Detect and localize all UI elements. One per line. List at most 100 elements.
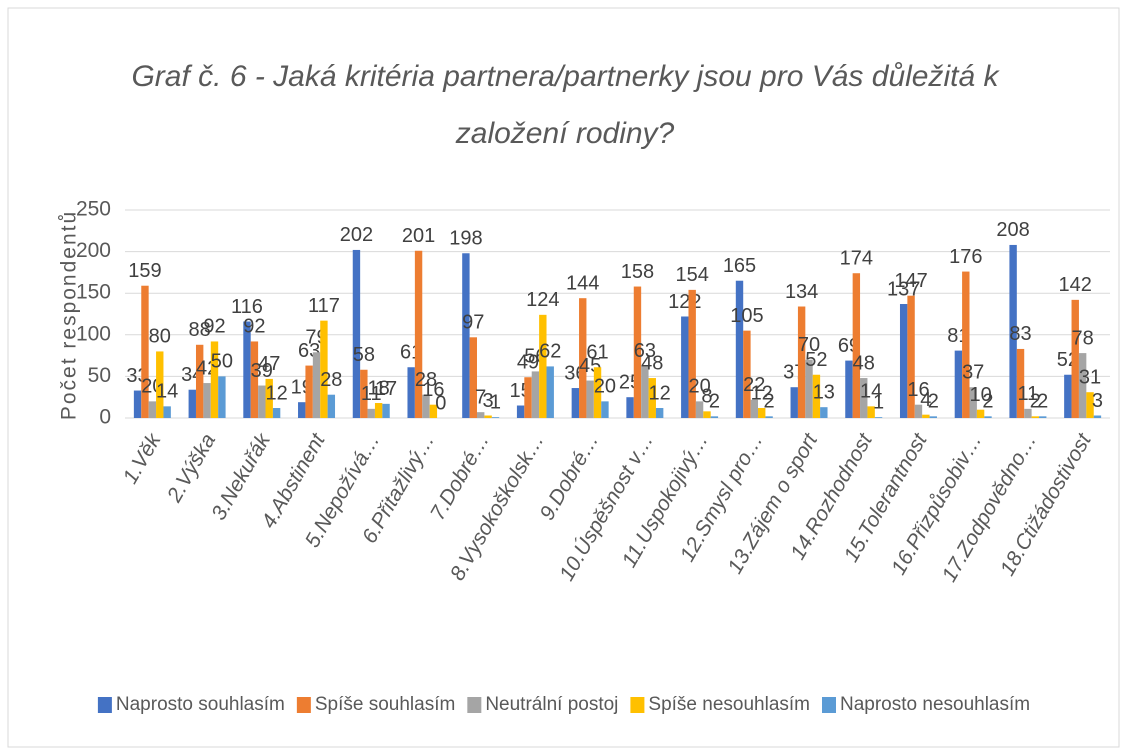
bar [633, 286, 642, 418]
bar [258, 385, 266, 418]
bar [593, 367, 602, 418]
bar [320, 320, 328, 418]
data-label: 2 [982, 391, 993, 413]
data-label: 78 [1072, 327, 1094, 349]
data-label: 2 [1030, 391, 1041, 413]
bar [382, 403, 390, 418]
data-label: 7 [475, 386, 486, 408]
legend-swatch [630, 697, 645, 713]
legend-label: Naprosto souhlasím [116, 694, 285, 715]
bar [601, 401, 609, 418]
data-label: 37 [962, 361, 984, 383]
data-label: 80 [149, 326, 171, 348]
bar [758, 408, 766, 418]
bar [516, 405, 525, 418]
legend-swatch [822, 697, 836, 713]
data-label: 147 [894, 270, 927, 292]
bar [750, 399, 759, 418]
bar [1024, 408, 1032, 418]
chart-frame [7, 7, 1120, 748]
data-label: 4 [920, 389, 931, 411]
bar [1031, 416, 1040, 418]
bar [1016, 348, 1025, 418]
data-label: 3 [1092, 390, 1103, 412]
data-label: 16 [422, 379, 444, 401]
data-label: 14 [156, 381, 178, 403]
bar [914, 404, 923, 418]
data-label: 208 [996, 219, 1029, 241]
data-label: 28 [415, 369, 437, 391]
bar [491, 417, 500, 418]
data-label: 14 [860, 381, 882, 403]
data-label: 48 [853, 352, 875, 374]
bar [305, 365, 313, 418]
bar [312, 352, 321, 418]
data-label: 201 [402, 225, 435, 247]
data-label: 137 [887, 278, 920, 300]
bar [352, 249, 361, 418]
bar [1093, 415, 1102, 418]
bar [695, 401, 704, 418]
bar [735, 280, 744, 418]
bar [641, 365, 649, 418]
bar [188, 389, 196, 418]
data-label: 12 [265, 382, 287, 404]
bar [462, 253, 470, 418]
data-label: 2 [1037, 391, 1048, 413]
data-label: 39 [251, 360, 273, 382]
bar [790, 387, 798, 418]
bar [133, 390, 142, 418]
bar [899, 304, 908, 418]
bar [148, 401, 157, 418]
data-label: 11 [361, 383, 382, 405]
bar [243, 321, 251, 418]
bar [265, 378, 273, 418]
data-label: 50 [211, 351, 233, 373]
legend-swatch [97, 697, 112, 713]
data-label: 47 [258, 353, 280, 375]
y-axis-title: Počet respondentů [58, 210, 81, 420]
bar [1071, 299, 1079, 418]
data-label: 1 [490, 391, 501, 413]
y-tick-label: 50 [88, 364, 111, 387]
data-label: 20 [688, 376, 710, 398]
bar [414, 250, 423, 418]
bar [852, 273, 861, 418]
bar [163, 406, 171, 418]
bar [531, 371, 540, 418]
data-label: 158 [621, 261, 654, 283]
bar [743, 330, 751, 418]
data-label: 20 [594, 376, 616, 398]
data-label: 13 [813, 381, 835, 403]
data-label: 49 [517, 352, 539, 374]
bar [210, 341, 219, 418]
data-label: 165 [723, 255, 756, 277]
data-label: 92 [203, 316, 225, 338]
bar [586, 380, 594, 418]
bar [922, 414, 930, 418]
chart-title: Graf č. 6 - Jaká kritéria partnera/partn… [131, 60, 1000, 93]
data-label: 0 [435, 392, 446, 414]
bar [703, 411, 711, 418]
data-label: 52 [805, 349, 827, 371]
bar [907, 295, 915, 418]
bar [929, 416, 937, 418]
bar [969, 387, 977, 418]
bar [484, 415, 492, 418]
data-label: 105 [730, 305, 763, 327]
data-label: 8 [701, 386, 712, 408]
chart-title: založení rodiny? [455, 117, 675, 150]
bar [476, 412, 485, 418]
bar [524, 377, 532, 418]
data-label: 61 [586, 342, 608, 364]
bar [422, 394, 430, 418]
data-label: 134 [785, 281, 818, 303]
bar [327, 394, 336, 418]
data-label: 198 [449, 228, 482, 250]
data-label: 18 [368, 377, 390, 399]
bar [203, 383, 211, 418]
bar [360, 369, 368, 418]
data-label: 154 [675, 264, 708, 286]
bar [298, 402, 306, 418]
